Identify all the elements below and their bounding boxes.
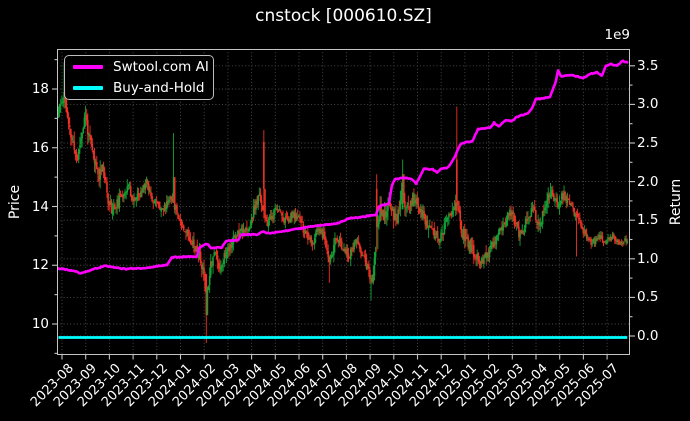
y-right-tick-label: 0.0 (637, 328, 659, 344)
y-right-tick-label: 2.0 (637, 173, 659, 190)
legend-item-buyhold: Buy-and-Hold (65, 78, 213, 98)
y-right-tick-label: 2.5 (637, 135, 659, 151)
y-right-tick-label: 3.0 (637, 96, 659, 113)
legend-label-buyhold: Buy-and-Hold (113, 80, 205, 96)
y-left-tick-label: 14 (31, 198, 49, 215)
ai-line-swatch (73, 65, 103, 69)
y-right-tick-label: 3.5 (637, 57, 659, 74)
chart-title: cnstock [000610.SZ] (255, 6, 432, 26)
y-left-tick-label: 18 (31, 81, 49, 97)
axis-offset-text: 1e9 (604, 27, 630, 43)
buyhold-line-swatch (73, 86, 103, 90)
legend-label-ai: Swtool.com AI (113, 59, 209, 75)
legend-item-ai: Swtool.com AI (65, 57, 213, 77)
y-left-tick-label: 10 (31, 316, 49, 332)
y-right-tick-label: 1.5 (637, 212, 659, 229)
y-left-tick-label: 16 (31, 139, 49, 156)
legend: Swtool.com AI Buy-and-Hold (64, 55, 214, 100)
y-right-tick-label: 0.5 (637, 289, 659, 306)
y-right-tick-label: 1.0 (637, 250, 659, 267)
y-left-tick-label: 12 (31, 257, 49, 274)
